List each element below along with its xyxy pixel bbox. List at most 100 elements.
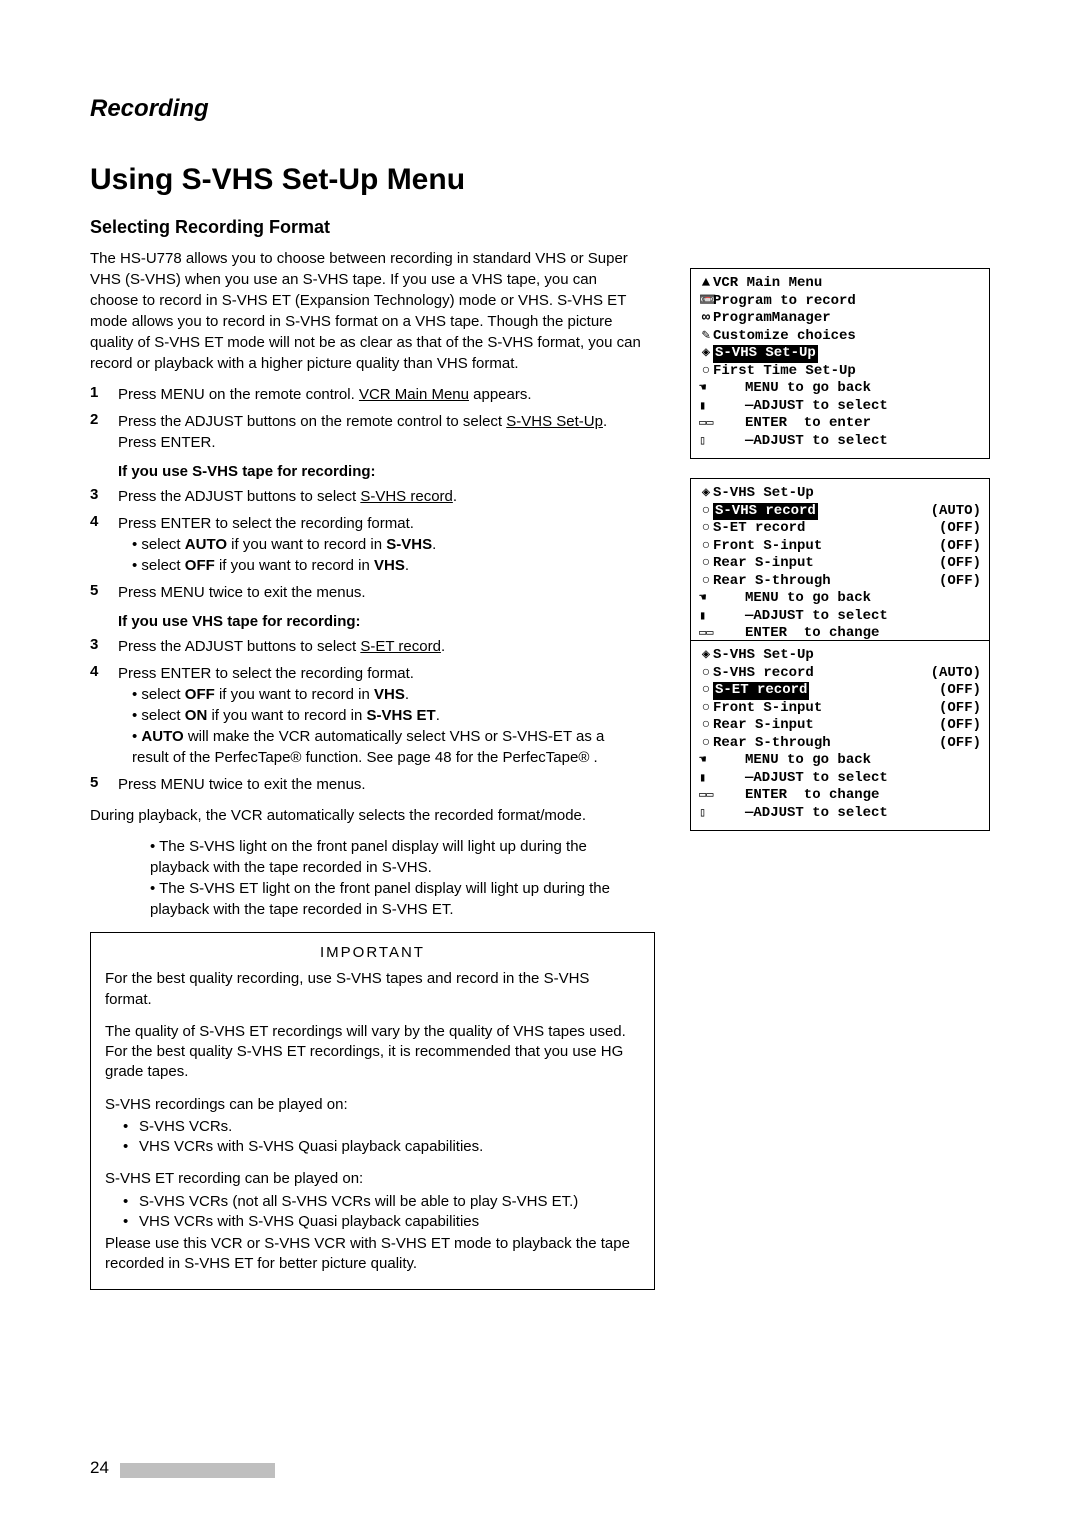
page-title: Using S-VHS Set-Up Menu bbox=[90, 163, 645, 197]
osd-hint-row: ▭▭ENTER to change bbox=[699, 787, 981, 805]
osd-item-icon: ○ bbox=[699, 700, 713, 718]
osd-hint-row: ▮—ADJUST to select bbox=[699, 398, 981, 416]
osd-hint-text: ENTER to enter bbox=[721, 415, 871, 433]
osd-item-icon: ○ bbox=[699, 573, 713, 591]
osd-item-value: (OFF) bbox=[939, 520, 981, 538]
osd-hint-text: ENTER to change bbox=[721, 787, 879, 805]
osd-hint-text: —ADJUST to select bbox=[721, 398, 888, 416]
osd-item-icon: ○ bbox=[699, 538, 713, 556]
osd-hint-icon: ☚ bbox=[699, 753, 721, 768]
osd-item-value: (OFF) bbox=[939, 682, 981, 700]
step-number: 5 bbox=[90, 774, 118, 795]
subtitle: Selecting Recording Format bbox=[90, 217, 645, 238]
osd-title-icon: ◈ bbox=[699, 485, 713, 503]
step-row: 3Press the ADJUST buttons to select S-ET… bbox=[90, 636, 645, 657]
osd-item-label: S-VHS Set-Up bbox=[713, 345, 818, 363]
osd-item-icon: ✎ bbox=[699, 328, 713, 346]
osd-item-value: (AUTO) bbox=[931, 665, 981, 683]
osd-item-icon: ○ bbox=[699, 520, 713, 538]
osd-hint-row: ▮—ADJUST to select bbox=[699, 608, 981, 626]
osd-item-value: (OFF) bbox=[939, 573, 981, 591]
osd-hint-row: ▮—ADJUST to select bbox=[699, 770, 981, 788]
step-sub-bullet: • select OFF if you want to record in VH… bbox=[132, 684, 645, 705]
osd-hint-icon: ▭▭ bbox=[699, 416, 721, 431]
step-number: 4 bbox=[90, 513, 118, 576]
osd-title-row: ◈S-VHS Set-Up bbox=[699, 485, 981, 503]
step-number: 3 bbox=[90, 636, 118, 657]
important-l1-intro: S-VHS recordings can be played on: bbox=[105, 1095, 640, 1115]
osd-hint-icon: ▭▭ bbox=[699, 626, 721, 641]
osd-item-value: (OFF) bbox=[939, 700, 981, 718]
osd-menu-item: ○Rear S-through (OFF) bbox=[699, 573, 981, 591]
step-text: Press ENTER to select the recording form… bbox=[118, 663, 645, 768]
step-sub-bullet: • select AUTO if you want to record in S… bbox=[132, 534, 645, 555]
osd-menu-item: ○Front S-input(OFF) bbox=[699, 538, 981, 556]
step-row: 5Press MENU twice to exit the menus. bbox=[90, 582, 645, 603]
intro-text: The HS-U778 allows you to choose between… bbox=[90, 248, 645, 374]
osd-hint-row: ▯—ADJUST to select bbox=[699, 433, 981, 451]
important-p3: Please use this VCR or S-VHS VCR with S-… bbox=[105, 1234, 640, 1275]
osd-item-value: (OFF) bbox=[939, 538, 981, 556]
step-sub-bullet: • AUTO will make the VCR automatically s… bbox=[132, 726, 645, 768]
osd-item-value: (OFF) bbox=[939, 555, 981, 573]
osd-hint-row: ☚MENU to go back bbox=[699, 590, 981, 608]
step-number: 2 bbox=[90, 411, 118, 453]
osd-item-icon: ∞ bbox=[699, 310, 713, 328]
page-bar-decoration bbox=[120, 1463, 275, 1478]
osd-hint-text: MENU to go back bbox=[721, 752, 871, 770]
osd-item-icon: ○ bbox=[699, 735, 713, 753]
osd-hint-text: —ADJUST to select bbox=[721, 433, 888, 451]
osd-menu-item: ○Rear S-through(OFF) bbox=[699, 735, 981, 753]
osd-item-value: (OFF) bbox=[939, 717, 981, 735]
osd-hint-row: ▯—ADJUST to select bbox=[699, 805, 981, 823]
osd-item-icon: ○ bbox=[699, 717, 713, 735]
step-text: Press the ADJUST buttons on the remote c… bbox=[118, 411, 645, 453]
important-list-item: VHS VCRs with S-VHS Quasi playback capab… bbox=[105, 1212, 640, 1232]
osd-item-label: Rear S-through bbox=[713, 573, 831, 591]
osd-item-label: Rear S-input bbox=[713, 717, 814, 735]
osd-item-icon: ○ bbox=[699, 665, 713, 683]
osd-hint-icon: ▮ bbox=[699, 771, 721, 786]
osd-hint-icon: ☚ bbox=[699, 591, 721, 606]
step-row: 3Press the ADJUST buttons to select S-VH… bbox=[90, 486, 645, 507]
important-p2: The quality of S-VHS ET recordings will … bbox=[105, 1022, 640, 1083]
osd-main-menu: ▲VCR Main Menu📼Program to record∞Program… bbox=[690, 268, 990, 459]
osd-hint-icon: ▯ bbox=[699, 806, 721, 821]
osd-item-label: First Time Set-Up bbox=[713, 363, 856, 381]
important-box: IMPORTANT For the best quality recording… bbox=[90, 932, 655, 1290]
osd-item-label: S-VHS record bbox=[713, 665, 814, 683]
osd-item-icon: ◈ bbox=[699, 345, 713, 363]
osd-hint-icon: ▭▭ bbox=[699, 788, 721, 803]
osd-title-row: ▲VCR Main Menu bbox=[699, 275, 981, 293]
osd-hint-row: ▭▭ENTER to enter bbox=[699, 415, 981, 433]
important-title: IMPORTANT bbox=[105, 943, 640, 963]
subhead-svhs-tape: If you use S-VHS tape for recording: bbox=[118, 463, 645, 480]
step-row: 4Press ENTER to select the recording for… bbox=[90, 663, 645, 768]
playback-intro: During playback, the VCR automatically s… bbox=[90, 805, 645, 826]
osd-item-label: Customize choices bbox=[713, 328, 856, 346]
osd-hint-text: —ADJUST to select bbox=[721, 770, 888, 788]
osd-hint-icon: ▮ bbox=[699, 609, 721, 624]
osd-menu-item: ○Front S-input(OFF) bbox=[699, 700, 981, 718]
osd-item-icon: ○ bbox=[699, 503, 713, 521]
osd-item-label: ProgramManager bbox=[713, 310, 831, 328]
osd-menu-item: ∞ProgramManager bbox=[699, 310, 981, 328]
osd-title-icon: ▲ bbox=[699, 275, 713, 293]
step-text: Press the ADJUST buttons to select S-VHS… bbox=[118, 486, 645, 507]
step-text: Press MENU twice to exit the menus. bbox=[118, 582, 645, 603]
playback-bullet: • The S-VHS ET light on the front panel … bbox=[150, 878, 645, 920]
osd-item-icon: ○ bbox=[699, 555, 713, 573]
osd-item-label: S-ET record bbox=[713, 520, 805, 538]
page-number: 24 bbox=[90, 1458, 109, 1478]
osd-hint-text: MENU to go back bbox=[721, 590, 871, 608]
osd-menu-item: ○Rear S-input(OFF) bbox=[699, 555, 981, 573]
playback-bullet: • The S-VHS light on the front panel dis… bbox=[150, 836, 645, 878]
step-row: 2Press the ADJUST buttons on the remote … bbox=[90, 411, 645, 453]
step-text: Press MENU twice to exit the menus. bbox=[118, 774, 645, 795]
important-p1: For the best quality recording, use S-VH… bbox=[105, 969, 640, 1010]
osd-menu-item: ○S-VHS record(AUTO) bbox=[699, 503, 981, 521]
osd-menu-item: ○S-ET record (OFF) bbox=[699, 520, 981, 538]
osd-menu-item: ✎Customize choices bbox=[699, 328, 981, 346]
step-row: 4Press ENTER to select the recording for… bbox=[90, 513, 645, 576]
osd-item-value: (AUTO) bbox=[931, 503, 981, 521]
